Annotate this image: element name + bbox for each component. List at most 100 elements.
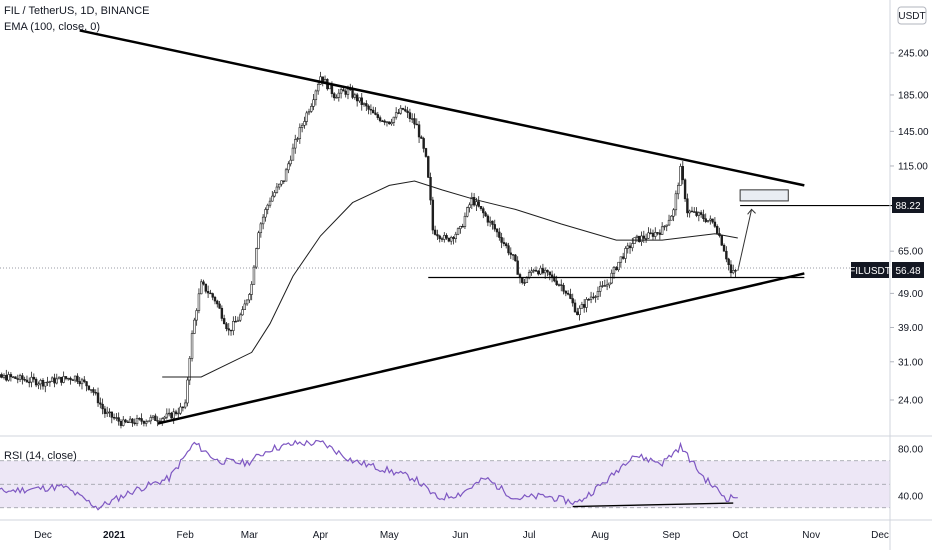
candle <box>188 356 191 386</box>
candle <box>177 407 180 418</box>
price-axis[interactable]: 245.00 185.00 145.00 115.00 65.00 49.00 39.00 3… <box>890 49 929 407</box>
candle <box>133 418 136 426</box>
candle <box>713 217 717 229</box>
candle <box>259 221 263 238</box>
candle <box>585 297 588 313</box>
candle <box>369 104 373 115</box>
candle <box>681 161 684 185</box>
candle <box>502 237 506 247</box>
candle <box>530 267 533 276</box>
candle <box>436 229 439 240</box>
candle <box>312 93 315 111</box>
candle <box>131 417 134 427</box>
candle <box>252 264 256 285</box>
candle <box>727 257 730 271</box>
candle <box>80 377 84 390</box>
candle <box>362 102 366 107</box>
candle <box>69 376 72 385</box>
candle <box>374 107 377 116</box>
candle <box>358 97 361 103</box>
ema-legend[interactable]: EMA (100, close, 0) <box>4 21 100 33</box>
candle <box>55 373 58 385</box>
price-tick-label: 145.00 <box>898 127 929 138</box>
candle <box>443 232 446 243</box>
candle <box>149 414 152 425</box>
time-tick-label: 2021 <box>103 530 126 541</box>
candle <box>147 420 150 423</box>
time-tick-label: Oct <box>732 530 748 541</box>
candle <box>658 229 662 240</box>
projection-arrow[interactable] <box>737 209 753 271</box>
candle <box>571 293 574 307</box>
candle <box>344 89 347 98</box>
candle <box>660 222 664 235</box>
candle <box>11 376 15 379</box>
rsi-level-lines <box>0 460 890 509</box>
candle <box>557 283 561 287</box>
candle <box>690 206 694 213</box>
candle <box>647 227 650 239</box>
candle <box>665 224 668 232</box>
candle <box>280 180 283 187</box>
candle <box>562 282 565 295</box>
currency-badge[interactable]: USDT <box>897 6 927 25</box>
candle <box>615 266 618 271</box>
candle <box>41 378 45 390</box>
candle <box>509 247 513 259</box>
rsi-axis[interactable]: 80.00 40.00 <box>898 445 923 503</box>
candle <box>21 373 24 385</box>
time-tick-label: Aug <box>591 530 609 541</box>
candle <box>493 219 496 232</box>
candle <box>213 295 217 305</box>
candle <box>57 376 61 380</box>
candle <box>255 247 258 270</box>
candle <box>227 323 230 336</box>
candle <box>677 182 680 200</box>
candle <box>204 283 208 294</box>
candle <box>628 242 632 254</box>
ticker-tag-text: FILUSDT <box>849 266 891 277</box>
candle <box>211 292 214 301</box>
candle <box>711 218 714 224</box>
candle <box>514 253 517 262</box>
symbol-legend[interactable]: FIL / TetherUS, 1D, BINANCE <box>4 5 150 17</box>
candle <box>28 377 31 388</box>
candle <box>183 399 187 410</box>
candle <box>454 231 457 243</box>
rsi-divergence-line[interactable] <box>572 502 734 508</box>
candle <box>709 215 712 225</box>
candle <box>23 376 26 382</box>
lower-trendline[interactable] <box>157 272 805 425</box>
candle <box>433 225 437 236</box>
candle <box>610 269 613 285</box>
candle <box>239 312 242 323</box>
candle <box>537 269 540 276</box>
candle <box>234 315 237 323</box>
candle <box>640 231 643 246</box>
candle <box>99 397 102 409</box>
candle <box>424 147 428 158</box>
candle <box>397 108 400 115</box>
candle <box>649 228 652 235</box>
upper-trendline[interactable] <box>79 29 805 187</box>
time-axis[interactable]: Dec 2021 Feb Mar Apr May Jun Jul Aug Sep Oct Nov Dec <box>34 530 889 541</box>
candle <box>479 206 483 211</box>
candle <box>307 108 311 116</box>
candle <box>117 412 120 426</box>
candle <box>619 256 623 268</box>
candle <box>284 167 288 182</box>
candle <box>679 163 682 186</box>
target-box[interactable] <box>739 189 789 202</box>
candle <box>429 172 432 205</box>
candle <box>273 189 276 198</box>
candle <box>486 214 490 227</box>
candle <box>599 281 602 297</box>
price-tick-label: 24.00 <box>898 396 923 407</box>
time-tick-label: May <box>380 530 399 541</box>
rsi-legend[interactable]: RSI (14, close) <box>4 450 77 462</box>
price-tick-label: 245.00 <box>898 49 929 60</box>
annotations[interactable] <box>79 29 906 508</box>
candle <box>0 372 3 379</box>
candle <box>564 290 568 297</box>
